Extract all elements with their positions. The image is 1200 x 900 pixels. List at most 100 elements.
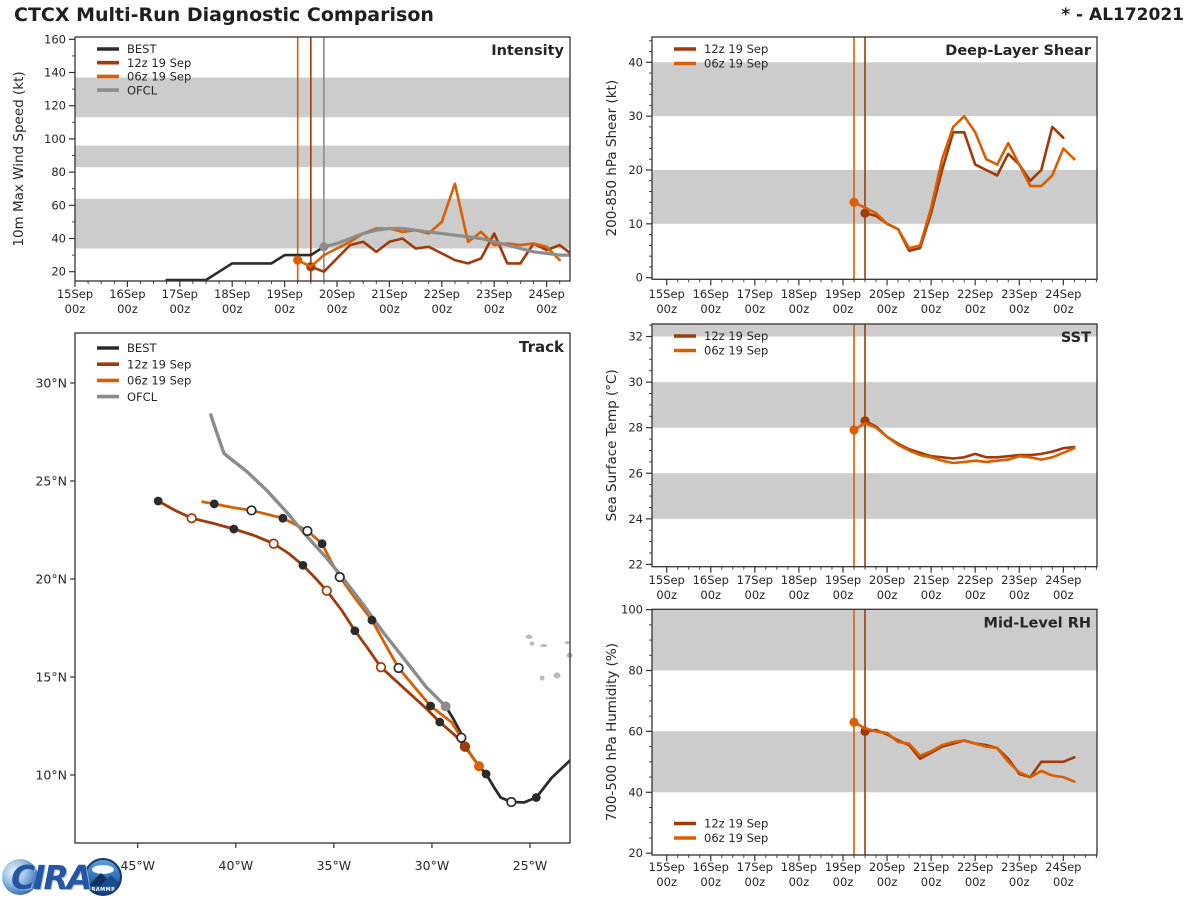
rh-band: [652, 609, 1097, 671]
x-tick-label: 00z: [833, 302, 854, 316]
track-run12-fix-marker: [229, 524, 239, 534]
x-tick-label: 00z: [700, 588, 721, 602]
x-tick-label: 00z: [1009, 875, 1030, 889]
x-tick-label: 20Sep: [319, 287, 355, 301]
x-tick-label: 00z: [65, 302, 86, 316]
x-tick-label: 00z: [965, 875, 986, 889]
x-tick-label: 00z: [656, 875, 677, 889]
island-landmass: [553, 672, 561, 679]
y-tick-label: 32: [628, 330, 643, 344]
legend-label-ofcl: OFCL: [127, 390, 158, 404]
track-run06-fix-marker: [209, 499, 219, 509]
lat-tick-label: 25°N: [35, 473, 67, 488]
x-tick-label: 00z: [789, 588, 810, 602]
track-run06-open-marker: [393, 662, 404, 674]
x-tick-label: 00z: [379, 302, 400, 316]
x-tick-label: 00z: [222, 302, 243, 316]
x-tick-label: 19Sep: [825, 573, 861, 587]
y-tick-label: 80: [51, 165, 66, 179]
track-run06-fix-marker: [278, 513, 288, 523]
x-tick-label: 00z: [921, 875, 942, 889]
track-best-fix-marker: [531, 793, 541, 802]
x-tick-label: 18Sep: [781, 287, 817, 301]
legend-label-run12: 12z 19 Sep: [704, 42, 768, 56]
legend-label-run12: 12z 19 Sep: [127, 56, 191, 70]
track-run12-fix-marker: [350, 626, 360, 636]
x-tick-label: 00z: [921, 302, 942, 316]
legend-label-run06: 06z 19 Sep: [704, 831, 768, 845]
y-tick-label: 20: [628, 163, 643, 177]
x-tick-label: 15Sep: [57, 287, 93, 301]
lon-tick-label: 40°W: [219, 858, 254, 873]
intensity-band: [75, 145, 570, 168]
x-tick-label: 22Sep: [957, 287, 993, 301]
track-best-open-marker: [506, 796, 517, 808]
x-tick-label: 00z: [789, 302, 810, 316]
x-tick-label: 24Sep: [1045, 573, 1081, 587]
track-run12-start-marker: [459, 741, 470, 752]
y-tick-label: 60: [51, 198, 66, 212]
x-tick-label: 00z: [117, 302, 138, 316]
track-run12-fix-marker: [435, 717, 445, 727]
track-run06-line: [201, 500, 481, 768]
x-tick-label: 22Sep: [424, 287, 460, 301]
y-tick-label: 28: [628, 421, 643, 435]
track-run12-open-marker: [186, 513, 197, 524]
lon-tick-label: 30°W: [415, 858, 450, 873]
shear-band: [652, 62, 1097, 117]
x-tick-label: 00z: [1009, 588, 1030, 602]
rh-y-axis-label: 700-500 hPa Humidity (%): [604, 643, 620, 821]
track-run12-open-marker: [268, 538, 279, 549]
track-ofcl-line: [208, 412, 447, 708]
rammb-badge-icon: RAMMB: [84, 858, 123, 896]
x-tick-label: 15Sep: [649, 860, 685, 874]
x-tick-label: 23Sep: [476, 287, 512, 301]
intensity-panel-title: Intensity: [491, 43, 564, 59]
rammb-badge-text: RAMMB: [91, 887, 116, 893]
y-tick-label: 26: [628, 466, 643, 480]
x-tick-label: 00z: [745, 588, 766, 602]
track-frame: [74, 332, 571, 844]
x-tick-label: 00z: [877, 875, 898, 889]
x-tick-label: 17Sep: [737, 287, 773, 301]
x-tick-label: 22Sep: [957, 860, 993, 874]
x-tick-label: 18Sep: [781, 860, 817, 874]
y-tick-label: 20: [628, 846, 643, 860]
track-run12-fix-marker: [153, 496, 163, 506]
intensity-band: [75, 77, 570, 118]
legend-label-run06: 06z 19 Sep: [704, 344, 768, 358]
y-tick-label: 40: [628, 785, 643, 799]
x-tick-label: 00z: [833, 588, 854, 602]
y-tick-label: 24: [628, 512, 643, 526]
track-panel: 45°W 40°W 35°W 30°W 25°W 30°N 25°N 20°N 15°N 10°N…: [35, 332, 573, 873]
x-tick-label: 22Sep: [957, 573, 993, 587]
x-tick-label: 00z: [745, 302, 766, 316]
sst-frame: [651, 323, 1098, 568]
badge-mountain-shape: [100, 875, 121, 886]
cira-logo-text: CIRA: [11, 857, 92, 897]
legend-label-run06: 06z 19 Sep: [127, 374, 191, 388]
x-tick-label: 00z: [700, 875, 721, 889]
page-title: CTCX Multi-Run Diagnostic Comparison: [14, 4, 434, 26]
badge-cloud-shape: [92, 865, 115, 874]
track-run06-fix-marker: [367, 615, 377, 625]
y-tick-label: 40: [51, 232, 66, 246]
x-tick-label: 23Sep: [1001, 860, 1037, 874]
x-tick-label: 24Sep: [1045, 860, 1081, 874]
y-tick-label: 10: [628, 217, 643, 231]
sst-band: [652, 473, 1097, 519]
x-tick-label: 18Sep: [781, 573, 817, 587]
x-tick-label: 00z: [536, 302, 557, 316]
track-best-fix-marker: [481, 769, 491, 779]
x-tick-label: 00z: [169, 302, 190, 316]
lon-tick-label: 45°W: [120, 858, 155, 873]
lat-tick-label: 20°N: [35, 571, 67, 586]
x-tick-label: 20Sep: [869, 573, 905, 587]
lat-tick-label: 10°N: [35, 767, 67, 782]
shear-series-run12-start-marker: [860, 208, 870, 218]
intensity-series-ofcl-line: [322, 226, 570, 257]
